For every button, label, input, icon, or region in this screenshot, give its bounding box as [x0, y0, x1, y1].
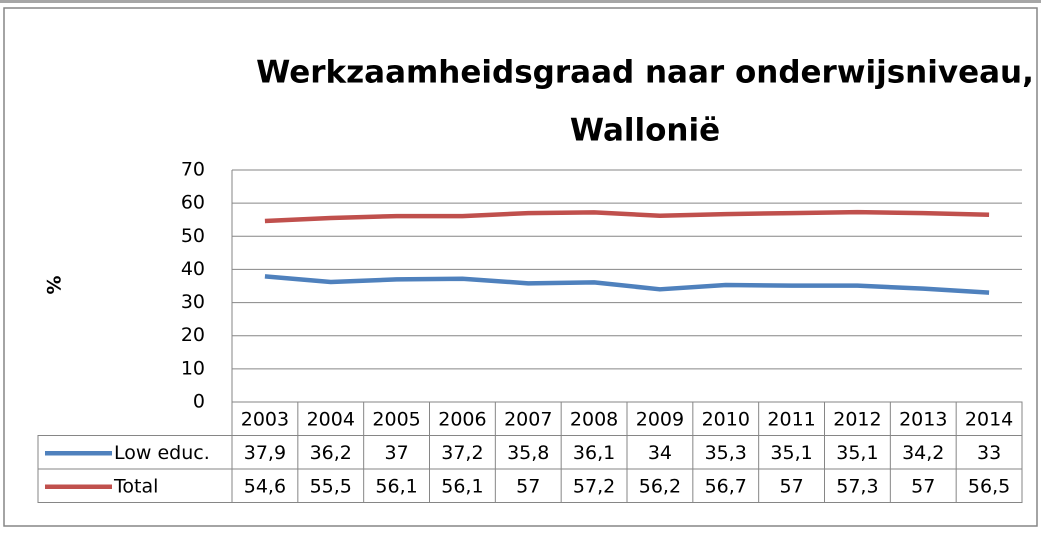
y-tick-label: 0	[193, 391, 205, 413]
table-value: 36,2	[310, 442, 352, 464]
y-tick-label: 60	[181, 192, 205, 214]
table-value: 55,5	[310, 475, 352, 497]
x-tick-label: 2007	[504, 408, 552, 430]
x-tick-label: 2006	[438, 408, 486, 430]
x-tick-label: 2008	[570, 408, 618, 430]
table-value: 33	[977, 442, 1001, 464]
y-axis-label: %	[44, 275, 66, 294]
series-line	[264, 209, 990, 224]
table-value: 35,3	[705, 442, 747, 464]
table-value: 37	[384, 442, 408, 464]
table-value: 34	[648, 442, 672, 464]
table-value: 37,2	[441, 442, 483, 464]
chart-frame	[3, 7, 1038, 527]
x-tick-label: 2011	[767, 408, 815, 430]
table-value: 35,1	[770, 442, 812, 464]
y-tick-label: 50	[181, 225, 205, 247]
y-tick-label: 70	[181, 159, 205, 181]
table-value: 56,1	[441, 475, 483, 497]
table-value: 34,2	[902, 442, 944, 464]
legend-label: Total	[113, 475, 158, 497]
table-value: 57	[911, 475, 935, 497]
x-tick-label: 2013	[899, 408, 947, 430]
x-tick-label: 2010	[702, 408, 750, 430]
series-line	[264, 274, 990, 295]
table-value: 57	[779, 475, 803, 497]
x-tick-label: 2005	[372, 408, 420, 430]
x-tick-label: 2003	[241, 408, 289, 430]
y-tick-label: 40	[181, 258, 205, 280]
table-value: 54,6	[244, 475, 286, 497]
x-tick-label: 2004	[307, 408, 355, 430]
legend-label: Low educ.	[114, 442, 210, 464]
table-value: 56,7	[705, 475, 747, 497]
y-tick-label: 20	[181, 324, 205, 346]
table-value: 57,2	[573, 475, 615, 497]
chart-title: Werkzaamheidsgraad naar onderwijsniveau,	[256, 55, 1034, 91]
table-value: 56,5	[968, 475, 1010, 497]
chart-title: Wallonië	[570, 113, 720, 149]
x-tick-label: 2009	[636, 408, 684, 430]
table-value: 57,3	[836, 475, 878, 497]
y-tick-label: 10	[181, 357, 205, 379]
table-value: 56,2	[639, 475, 681, 497]
table-value: 36,1	[573, 442, 615, 464]
table-value: 35,1	[836, 442, 878, 464]
table-value: 57	[516, 475, 540, 497]
x-tick-label: 2012	[833, 408, 881, 430]
table-value: 37,9	[244, 442, 286, 464]
x-tick-label: 2014	[965, 408, 1013, 430]
top-strip	[0, 0, 1041, 3]
table-value: 35,8	[507, 442, 549, 464]
y-tick-label: 30	[181, 291, 205, 313]
table-value: 56,1	[375, 475, 417, 497]
